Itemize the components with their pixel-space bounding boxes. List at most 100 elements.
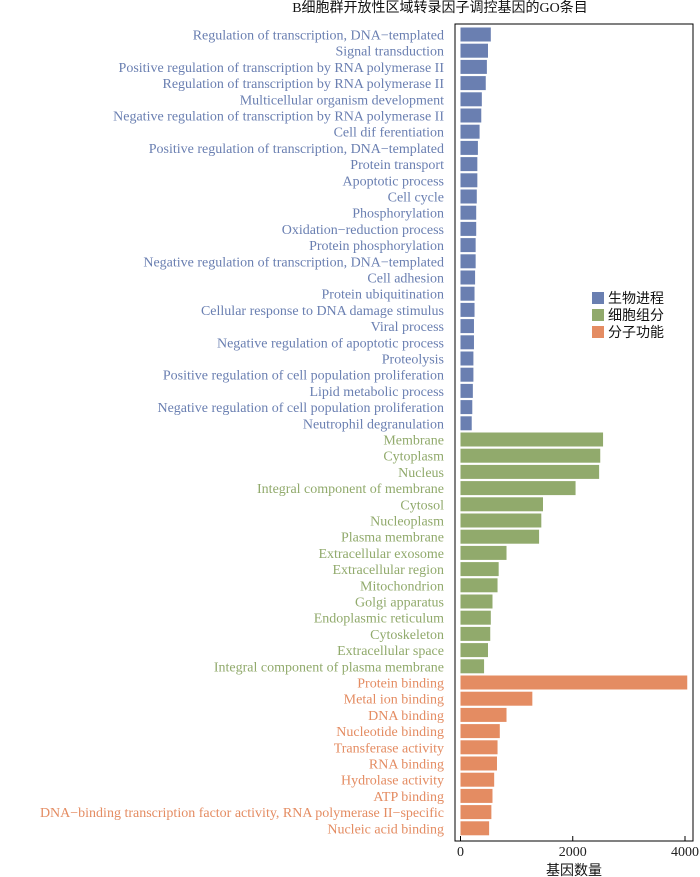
x-tick-label: 0 bbox=[457, 845, 464, 860]
bar bbox=[460, 578, 498, 593]
category-label: Nucleus bbox=[398, 466, 444, 481]
category-label: Negative regulation of transcription, DN… bbox=[143, 255, 444, 270]
bar bbox=[460, 497, 543, 512]
category-label: Nucleotide binding bbox=[336, 725, 444, 740]
legend-label: 分子功能 bbox=[608, 325, 664, 341]
legend-swatch bbox=[592, 309, 604, 321]
category-label: Multicellular organism development bbox=[240, 93, 444, 108]
category-labels-group: Regulation of transcription, DNA−templat… bbox=[40, 29, 444, 838]
bar bbox=[460, 756, 497, 771]
category-label: Metal ion binding bbox=[344, 693, 444, 708]
bar bbox=[460, 821, 490, 836]
bar bbox=[460, 545, 507, 560]
bar bbox=[460, 157, 478, 172]
category-label: DNA−binding transcription factor activit… bbox=[40, 806, 444, 821]
legend-swatch bbox=[592, 326, 604, 338]
category-label: Integral component of plasma membrane bbox=[214, 660, 444, 675]
bar bbox=[460, 626, 491, 641]
axes-group: 0 2000 4000 bbox=[454, 23, 699, 860]
bar bbox=[460, 27, 491, 42]
legend-swatch bbox=[592, 292, 604, 304]
category-label: Cytosol bbox=[400, 498, 444, 513]
category-label: Nucleic acid binding bbox=[327, 822, 444, 837]
bar bbox=[460, 594, 493, 609]
bar bbox=[460, 59, 487, 74]
bar bbox=[460, 432, 604, 447]
category-label: Cytoskeleton bbox=[370, 628, 444, 643]
category-label: Regulation of transcription, DNA−templat… bbox=[193, 29, 444, 44]
bar bbox=[460, 740, 498, 755]
bars-group bbox=[460, 27, 688, 836]
bar bbox=[460, 610, 491, 625]
bar bbox=[460, 76, 486, 91]
bar bbox=[460, 173, 478, 188]
bar bbox=[460, 189, 477, 204]
category-label: Protein ubiquitination bbox=[322, 288, 445, 303]
bar bbox=[460, 772, 495, 787]
category-label: Negative regulation of transcription by … bbox=[113, 110, 444, 125]
bar bbox=[460, 724, 500, 739]
category-label: Positive regulation of cell population p… bbox=[163, 369, 444, 384]
category-label: Mitochondrion bbox=[360, 579, 444, 594]
category-label: Protein phosphorylation bbox=[309, 239, 444, 254]
category-label: Viral process bbox=[371, 320, 444, 335]
category-label: Oxidation−reduction process bbox=[282, 223, 444, 238]
bar bbox=[460, 92, 482, 107]
bar bbox=[460, 643, 488, 658]
bar bbox=[460, 254, 476, 269]
category-label: DNA binding bbox=[368, 709, 444, 724]
category-label: Cell dif ferentiation bbox=[334, 126, 444, 141]
category-label: Cellular response to DNA damage stimulus bbox=[201, 304, 444, 319]
x-axis-title: 基因数量 bbox=[546, 862, 602, 877]
category-label: Negative regulation of cell population p… bbox=[157, 401, 444, 416]
bar bbox=[460, 302, 475, 317]
category-label: RNA binding bbox=[369, 758, 444, 773]
category-label: Nucleoplasm bbox=[370, 515, 444, 530]
bar bbox=[460, 513, 542, 528]
category-label: Protein binding bbox=[357, 677, 444, 692]
bar bbox=[460, 464, 600, 479]
x-tick-label: 4000 bbox=[671, 845, 699, 860]
category-label: Cytoplasm bbox=[383, 450, 444, 465]
category-label: Negative regulation of apoptotic process bbox=[217, 336, 444, 351]
category-label: Neutrophil degranulation bbox=[303, 417, 444, 432]
bar bbox=[460, 788, 493, 803]
category-label: ATP binding bbox=[373, 790, 444, 805]
category-label: Signal transduction bbox=[336, 45, 445, 60]
bar bbox=[460, 448, 601, 463]
bar bbox=[460, 383, 473, 398]
bar bbox=[460, 205, 477, 220]
legend-label: 细胞组分 bbox=[608, 308, 664, 324]
category-label: Cell adhesion bbox=[367, 272, 444, 287]
bar bbox=[460, 659, 485, 674]
plot-frame bbox=[454, 23, 694, 842]
bar bbox=[460, 351, 474, 366]
category-label: Lipid metabolic process bbox=[309, 385, 444, 400]
bar bbox=[460, 108, 482, 123]
bar bbox=[460, 481, 576, 496]
bar bbox=[460, 221, 477, 236]
category-label: Proteolysis bbox=[382, 353, 444, 368]
category-label: Plasma membrane bbox=[341, 531, 444, 546]
bar bbox=[460, 529, 540, 544]
category-label: Extracellular space bbox=[337, 644, 444, 659]
bar bbox=[460, 286, 475, 301]
legend-label: 生物进程 bbox=[608, 291, 664, 307]
category-label: Integral component of membrane bbox=[257, 482, 444, 497]
bar bbox=[460, 140, 478, 155]
bar bbox=[460, 124, 480, 139]
x-tick-label: 2000 bbox=[559, 845, 587, 860]
bar bbox=[460, 335, 474, 350]
category-label: Hydrolase activity bbox=[341, 774, 444, 789]
category-label: Extracellular region bbox=[332, 563, 444, 578]
bar bbox=[460, 319, 474, 334]
category-label: Cell cycle bbox=[388, 191, 444, 206]
category-label: Positive regulation of transcription by … bbox=[119, 61, 445, 76]
category-label: Membrane bbox=[383, 434, 444, 449]
category-label: Phosphorylation bbox=[352, 207, 444, 222]
chart-title: B细胞群开放性区域转录因子调控基因的GO条目 bbox=[292, 0, 588, 16]
bar bbox=[460, 238, 476, 253]
category-label: Positive regulation of transcription, DN… bbox=[149, 142, 444, 157]
